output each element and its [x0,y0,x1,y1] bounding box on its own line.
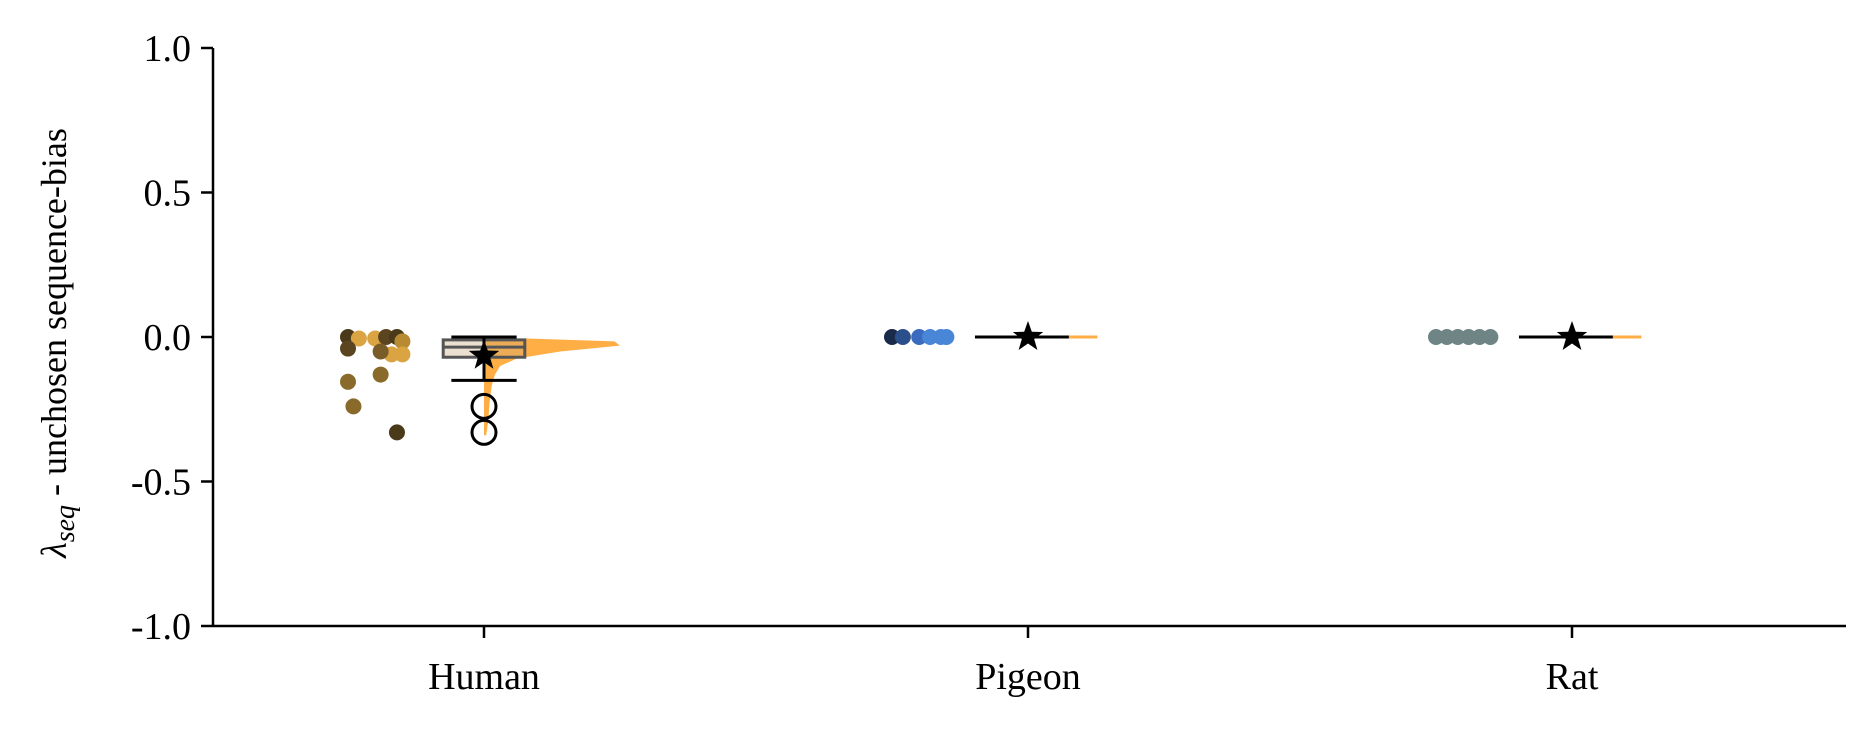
y-axis-title-symbol: λ [34,542,74,559]
y-axis-title-subscript: seq [50,505,81,542]
axes: 1.0 0.5 0.0 -0.5 -1.0 Human Pigeon Rat [131,28,1846,698]
box-layer [441,321,1613,446]
points-layer [340,329,1499,441]
data-point [345,398,362,415]
x-tick-label: Rat [1546,656,1599,698]
data-point [340,373,356,390]
x-tick-label: Pigeon [975,656,1081,698]
density-layer [484,335,1642,436]
y-tick-label: -1.0 [131,606,191,648]
outlier [470,418,498,446]
data-point [388,424,405,441]
data-point [340,340,356,357]
y-axis-title: λseq - unchosen sequence-bias [34,128,81,559]
data-point [372,366,389,383]
data-point [394,333,411,350]
data-point [372,343,389,360]
data-point [1482,329,1499,345]
y-tick-label: 0.5 [144,173,192,215]
mean-star [1556,321,1588,350]
mean-star [468,339,500,369]
outlier [470,392,498,420]
data-point [350,330,367,347]
mean-star [1012,321,1044,350]
y-tick-label: -0.5 [131,462,191,504]
data-point [894,329,911,345]
y-axis-title-text: - unchosen sequence-bias [34,128,74,505]
y-tick-label: 1.0 [144,28,192,70]
data-point [938,329,955,345]
x-tick-label: Human [428,656,540,698]
data-point [394,346,411,363]
y-tick-label: 0.0 [144,317,192,359]
